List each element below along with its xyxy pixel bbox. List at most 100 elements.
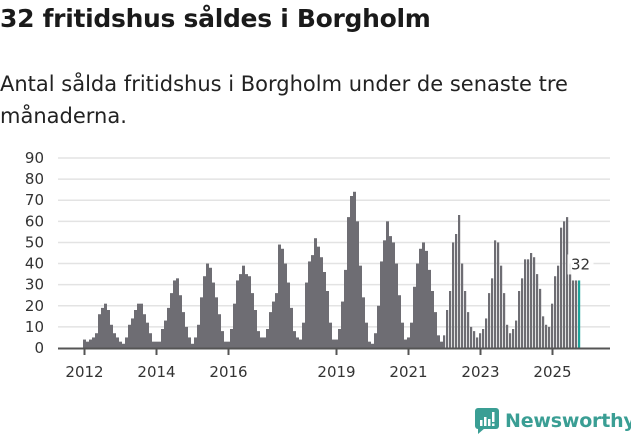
bar: [464, 291, 467, 348]
bar: [110, 324, 113, 348]
bar: [254, 310, 257, 348]
bar: [149, 333, 152, 348]
bar: [488, 293, 491, 348]
bar: [542, 316, 545, 348]
y-tick-label: 10: [25, 318, 44, 336]
bar: [281, 248, 284, 348]
y-tick-label: 80: [25, 170, 44, 188]
bar: [125, 337, 128, 348]
bar: [368, 341, 371, 348]
bar: [158, 341, 161, 348]
bar: [458, 215, 461, 348]
bar: [518, 291, 521, 348]
bar: [98, 314, 101, 348]
bar: [569, 263, 572, 348]
bar: [341, 301, 344, 348]
bar: [311, 255, 314, 348]
x-tick-label: 2019: [317, 363, 355, 381]
bar: [290, 307, 293, 348]
bar: [89, 339, 92, 348]
bar: [248, 276, 251, 348]
y-tick-label: 90: [25, 149, 44, 167]
last-value-label: 32: [571, 255, 590, 273]
bar: [137, 303, 140, 348]
bar: [191, 343, 194, 348]
bar: [185, 326, 188, 348]
y-tick-label: 60: [25, 212, 44, 230]
bar: [86, 341, 89, 348]
bar: [446, 310, 449, 348]
value-annotation: 32: [567, 254, 594, 275]
bar: [380, 261, 383, 348]
bar: [401, 322, 404, 348]
bar: [263, 337, 266, 348]
bar: [197, 324, 200, 348]
bar: [329, 322, 332, 348]
chart-bars: [83, 191, 581, 348]
bar: [317, 246, 320, 348]
bar: [362, 297, 365, 348]
bar: [314, 238, 317, 348]
bar: [308, 261, 311, 348]
x-tick-label: 2025: [533, 363, 571, 381]
bar: [275, 293, 278, 348]
bar: [578, 280, 581, 348]
bar: [95, 333, 98, 348]
bar: [242, 265, 245, 348]
bar: [251, 293, 254, 348]
bar: [566, 217, 569, 348]
bar: [140, 303, 143, 348]
bar: [512, 329, 515, 348]
bar: [182, 312, 185, 348]
bar: [554, 276, 557, 348]
bar: [557, 265, 560, 348]
bar: [101, 307, 104, 348]
bar: [371, 343, 374, 348]
x-tick-label: 2014: [137, 363, 175, 381]
bar: [413, 286, 416, 348]
bar: [443, 335, 446, 348]
bar: [92, 337, 95, 348]
bar: [335, 339, 338, 348]
bar: [194, 337, 197, 348]
bar: [104, 303, 107, 348]
bar: [503, 293, 506, 348]
bar: [269, 312, 272, 348]
x-tick-label: 2021: [389, 363, 427, 381]
bar: [407, 337, 410, 348]
bar: [434, 312, 437, 348]
bar: [425, 250, 428, 348]
bar: [374, 333, 377, 348]
x-tick-label: 2023: [461, 363, 499, 381]
bar: [116, 337, 119, 348]
bar: [170, 293, 173, 348]
bar: [179, 295, 182, 348]
bar: [500, 265, 503, 348]
bar: [155, 341, 158, 348]
bar: [485, 318, 488, 348]
bar: [257, 331, 260, 348]
bar: [161, 329, 164, 348]
bar: [119, 341, 122, 348]
bar: [122, 343, 125, 348]
bar: [455, 234, 458, 348]
bar: [293, 331, 296, 348]
bar: [227, 341, 230, 348]
y-axis-labels: 0 10 20 30 40 50 60 70 80 90: [25, 149, 44, 357]
bar: [107, 310, 110, 348]
bar: [278, 244, 281, 348]
bar: [203, 276, 206, 348]
bar: [200, 297, 203, 348]
y-tick-label: 20: [25, 297, 44, 315]
bar: [530, 253, 533, 348]
bar: [173, 280, 176, 348]
bar: [347, 217, 350, 348]
bar: [164, 320, 167, 348]
bar: [353, 191, 356, 348]
x-axis: 2012 2014 2016 2019 2021 2023 2025: [58, 347, 610, 381]
bar: [572, 280, 575, 348]
y-tick-label: 0: [34, 339, 44, 357]
bar: [83, 339, 86, 348]
bar: [575, 280, 578, 348]
bar: [524, 259, 527, 348]
